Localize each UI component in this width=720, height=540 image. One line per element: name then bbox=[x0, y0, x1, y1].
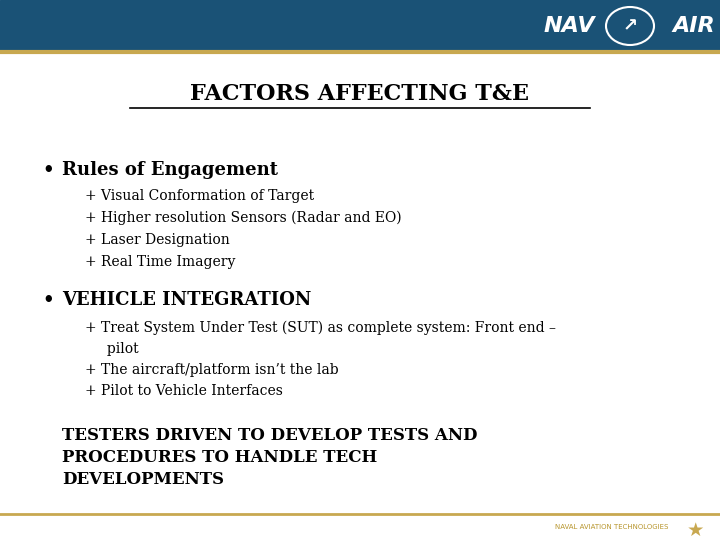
Text: •: • bbox=[42, 161, 54, 179]
Text: TESTERS DRIVEN TO DEVELOP TESTS AND: TESTERS DRIVEN TO DEVELOP TESTS AND bbox=[62, 427, 477, 443]
Bar bbox=[0, 0, 720, 52]
Text: VEHICLE INTEGRATION: VEHICLE INTEGRATION bbox=[62, 291, 311, 309]
Text: pilot: pilot bbox=[85, 342, 139, 356]
Text: + Treat System Under Test (SUT) as complete system: Front end –: + Treat System Under Test (SUT) as compl… bbox=[85, 321, 556, 335]
Text: DEVELOPMENTS: DEVELOPMENTS bbox=[62, 470, 224, 488]
Text: PROCEDURES TO HANDLE TECH: PROCEDURES TO HANDLE TECH bbox=[62, 449, 377, 465]
Text: •: • bbox=[42, 291, 54, 309]
Text: Rules of Engagement: Rules of Engagement bbox=[62, 161, 278, 179]
Text: ↗: ↗ bbox=[622, 17, 638, 35]
Text: + The aircraft/platform isn’t the lab: + The aircraft/platform isn’t the lab bbox=[85, 363, 338, 377]
Text: NAVAL AVIATION TECHNOLOGIES: NAVAL AVIATION TECHNOLOGIES bbox=[555, 524, 668, 530]
Text: ★: ★ bbox=[686, 521, 703, 539]
Text: + Real Time Imagery: + Real Time Imagery bbox=[85, 255, 235, 269]
Text: AIR: AIR bbox=[672, 16, 715, 36]
Text: + Higher resolution Sensors (Radar and EO): + Higher resolution Sensors (Radar and E… bbox=[85, 211, 402, 225]
Text: + Laser Designation: + Laser Designation bbox=[85, 233, 230, 247]
Text: + Pilot to Vehicle Interfaces: + Pilot to Vehicle Interfaces bbox=[85, 384, 283, 398]
Text: NAV: NAV bbox=[544, 16, 595, 36]
Text: FACTORS AFFECTING T&E: FACTORS AFFECTING T&E bbox=[191, 83, 529, 105]
Text: + Visual Conformation of Target: + Visual Conformation of Target bbox=[85, 189, 314, 203]
